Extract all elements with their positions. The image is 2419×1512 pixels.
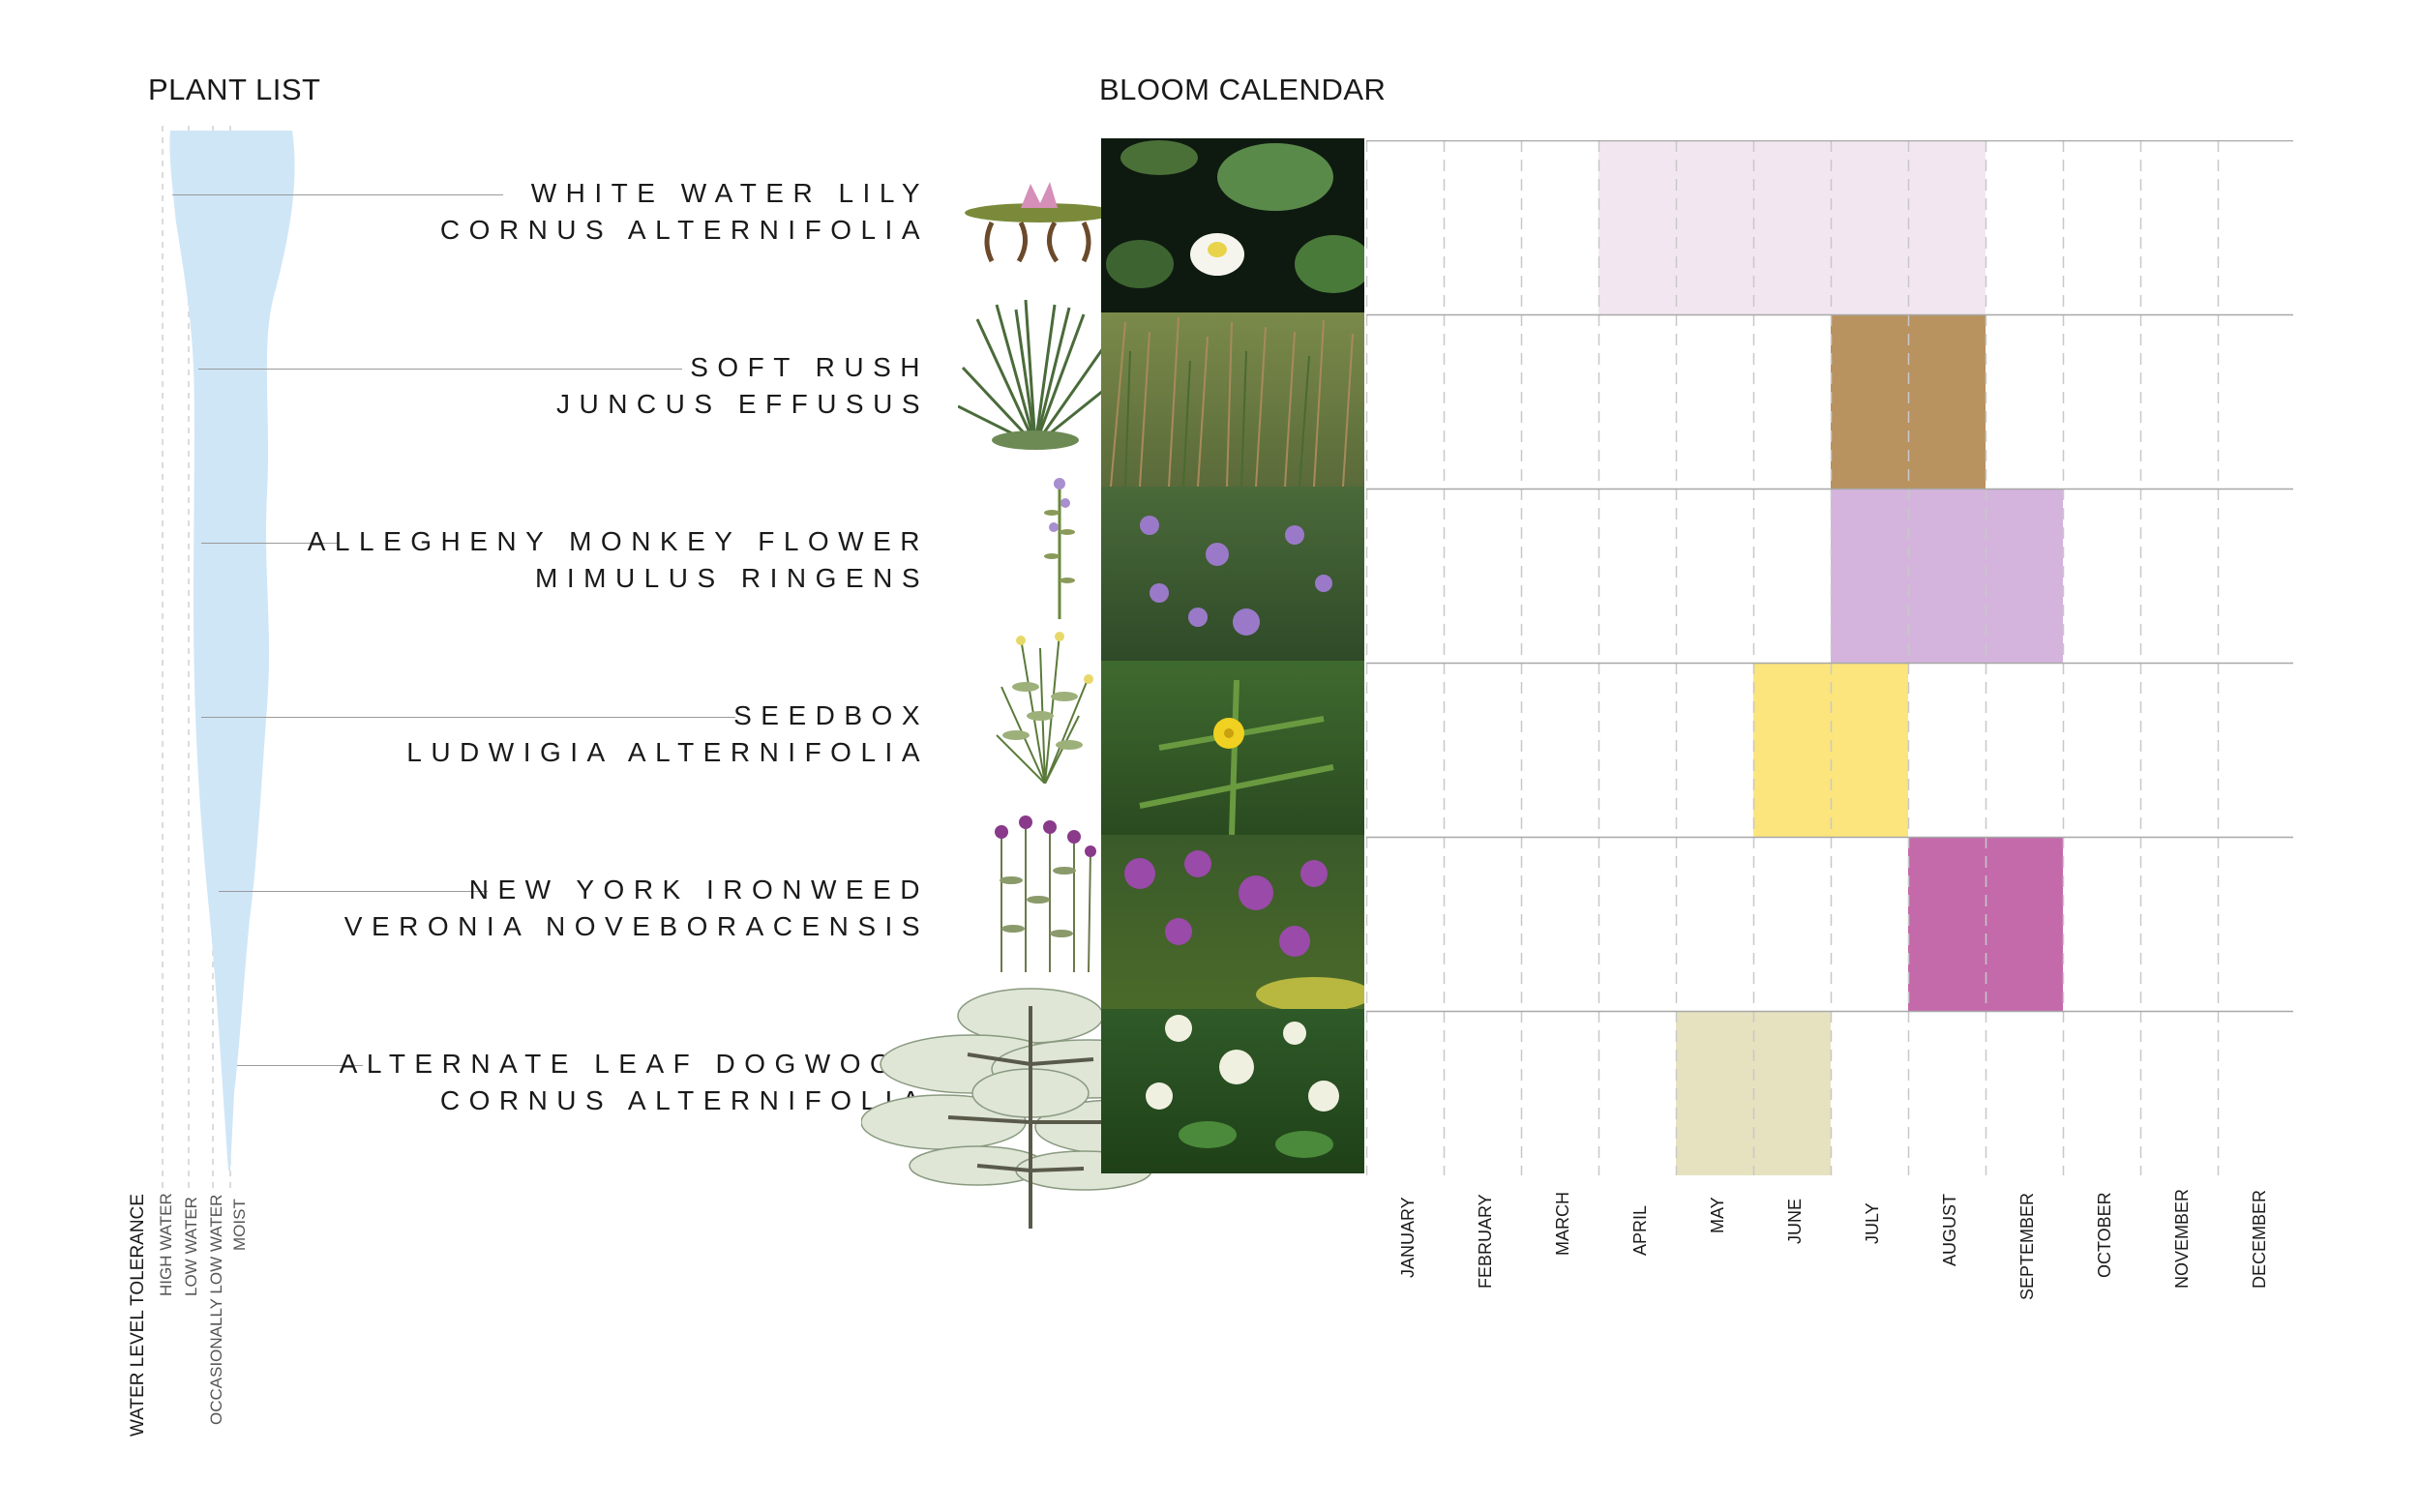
leader-line [219,891,488,892]
plant-latin-name: LUDWIGIA ALTERNIFOLIA [406,737,929,767]
plant-common-name: NEW YORK IRONWEED [468,875,929,904]
photo-white-water-lily [1101,138,1364,312]
bloom-bar-white-water-lily [1598,140,1986,314]
month-label-may: MAY [1708,1196,1727,1233]
month-label-december: DECEMBER [2250,1189,2269,1289]
leader-line [201,717,735,718]
water-level-graphic [162,126,295,1190]
seedbox-illustration [996,632,1093,784]
plant-list-heading: PLANT LIST [148,73,321,106]
water-level-title: WATER LEVEL TOLERANCE [128,1194,148,1437]
photo-ironweed [1101,835,1364,1009]
month-gridlines [1366,140,2220,1175]
plant-latin-name: CORNUS ALTERNIFOLIA [439,215,929,245]
month-label-november: NOVEMBER [2172,1188,2192,1289]
plant-common-name: ALLEGHENY MONKEY FLOWER [307,526,929,556]
water-lily-illustration [965,182,1116,263]
plant-common-name: ALTERNATE LEAF DOGWOOD [339,1049,929,1079]
soft-rush-illustration [958,300,1109,450]
plant-common-name: WHITE WATER LILY [530,178,929,208]
month-label-september: SEPTEMBER [2017,1192,2037,1300]
leader-line [237,1065,363,1066]
photo-monkey-flower [1101,487,1364,661]
ironweed-illustration [995,815,1096,972]
plant-latin-name: MIMULUS RINGENS [535,563,929,593]
bloom-calendar-heading: BLOOM CALENDAR [1099,73,1387,106]
bloom-bar-allegheny-monkey-flower [1831,489,2063,663]
row-dividers [1366,140,2293,1013]
plant-row-seedbox: SEEDBOX LUDWIGIA ALTERNIFOLIA [0,700,929,878]
plant-row-soft-rush: SOFT RUSH JUNCUS EFFUSUS [0,352,929,530]
photo-soft-rush [1101,312,1364,487]
water-tolerance-shape [169,131,295,1171]
photo-seedbox [1101,661,1364,835]
month-label-march: MARCH [1553,1191,1572,1256]
month-label-february: FEBRUARY [1476,1194,1495,1289]
leader-line [172,194,503,195]
plant-row-dogwood: ALTERNATE LEAF DOGWOOD CORNUS ALTERNIFOL… [0,1049,929,1227]
level-occasionally-low-water: OCCASIONALLY LOW WATER [207,1194,225,1425]
plant-common-name: SEEDBOX [733,700,929,730]
leader-line [198,369,682,370]
plant-common-name: SOFT RUSH [690,352,929,382]
plant-row-white-water-lily: WHITE WATER LILY CORNUS ALTERNIFOLIA [0,178,929,356]
bloom-calendar-grid [1366,140,2293,1175]
plant-latin-name: JUNCUS EFFUSUS [555,389,929,419]
plant-row-monkey-flower: ALLEGHENY MONKEY FLOWER MIMULUS RINGENS [0,526,929,704]
month-label-january: JANUARY [1398,1196,1418,1278]
plant-latin-name: VERONIA NOVEBORACENSIS [343,911,929,941]
month-label-october: OCTOBER [2095,1191,2114,1278]
month-label-june: JUNE [1785,1198,1805,1244]
photo-dogwood [1101,1009,1364,1173]
month-label-april: APRIL [1630,1204,1650,1256]
month-label-july: JULY [1863,1202,1882,1244]
month-label-august: AUGUST [1940,1193,1959,1266]
monkey-flower-illustration [1044,478,1075,619]
plant-row-ironweed: NEW YORK IRONWEED VERONIA NOVEBORACENSIS [0,875,929,1052]
plant-latin-name: CORNUS ALTERNIFOLIA [439,1085,929,1115]
leader-line [201,543,337,544]
